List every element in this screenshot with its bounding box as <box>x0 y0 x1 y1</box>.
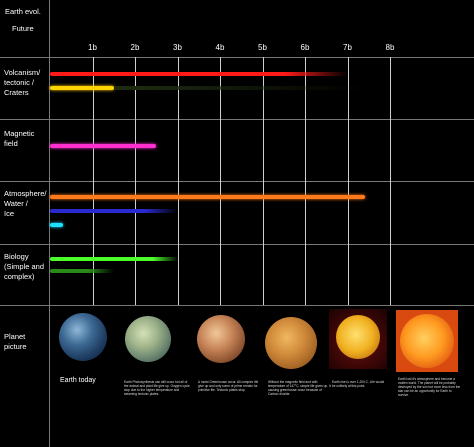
row-label-volcanism: Volcanism/ tectonic / Craters <box>4 68 41 97</box>
tick-label-6b: 6b <box>300 43 310 52</box>
biology-bar-green <box>50 257 178 261</box>
caption-earth-5b: Without the magnetic field and with temp… <box>268 380 331 396</box>
tick-label-1b: 1b <box>88 43 97 52</box>
gridline-4b <box>220 57 221 305</box>
ice-bar-cyan <box>50 223 63 227</box>
gridline-6b <box>305 57 306 305</box>
row-divider-2 <box>0 181 474 182</box>
planet-earth-7b <box>336 315 380 359</box>
tick-label-7b: 7b <box>343 43 352 52</box>
tectonic-bar-dark <box>113 86 365 90</box>
tick-label-5b: 5b <box>258 43 267 52</box>
gridline-1b <box>93 57 94 305</box>
tick-label-3b: 3b <box>173 43 182 52</box>
row-divider-1 <box>0 119 474 120</box>
planet-earth-1b <box>125 316 171 362</box>
caption-earth-8b: Earth lost it's atmosphere and become a … <box>398 377 461 397</box>
row-label-biology: Biology (Simple and complex) <box>4 252 45 281</box>
caption-earth-7b: Earth rise is over 1,200 C. Life would b… <box>332 380 385 388</box>
gridline-2b <box>135 57 136 305</box>
tick-label-4b: 4b <box>215 43 225 52</box>
gridline-7b <box>348 57 349 305</box>
caption-earth-1b: Earth Photosynthesis can still occur but… <box>124 380 190 396</box>
gridline-5b <box>263 57 264 305</box>
planet-earth-3b <box>197 315 245 363</box>
planet-earth-today <box>59 313 107 361</box>
planet-earth-5b <box>265 317 317 369</box>
caption-earth-3b: A moist Greenhouse occur. All complex li… <box>198 380 259 392</box>
chart-subtitle: Future <box>12 24 34 33</box>
header-divider <box>0 57 474 58</box>
row-label-magnetic: Magnetic field <box>4 129 35 148</box>
water-bar-blue <box>50 209 178 213</box>
row-label-atmosphere: Atmosphere/ Water / Ice <box>4 189 47 218</box>
gridline-3b <box>178 57 179 305</box>
biology-bar-dark-green <box>50 269 114 273</box>
atmosphere-bar-orange <box>50 195 365 199</box>
gridline-8b <box>390 57 391 305</box>
volcanism-bar-red <box>50 72 348 76</box>
tick-label-8b: 8b <box>385 43 395 52</box>
row-divider-3 <box>0 244 474 245</box>
row-divider-4 <box>0 305 474 306</box>
tectonic-bar-yellow <box>50 86 114 90</box>
tick-label-2b: 2b <box>130 43 140 52</box>
label-column-divider <box>49 0 50 447</box>
row-label-planet: Planet picture <box>4 332 27 351</box>
magnetic-field-bar <box>50 144 157 148</box>
caption-earth-today: Earth today <box>60 377 96 384</box>
chart-title: Earth evol. <box>5 7 41 16</box>
planet-earth-8b <box>400 314 454 368</box>
